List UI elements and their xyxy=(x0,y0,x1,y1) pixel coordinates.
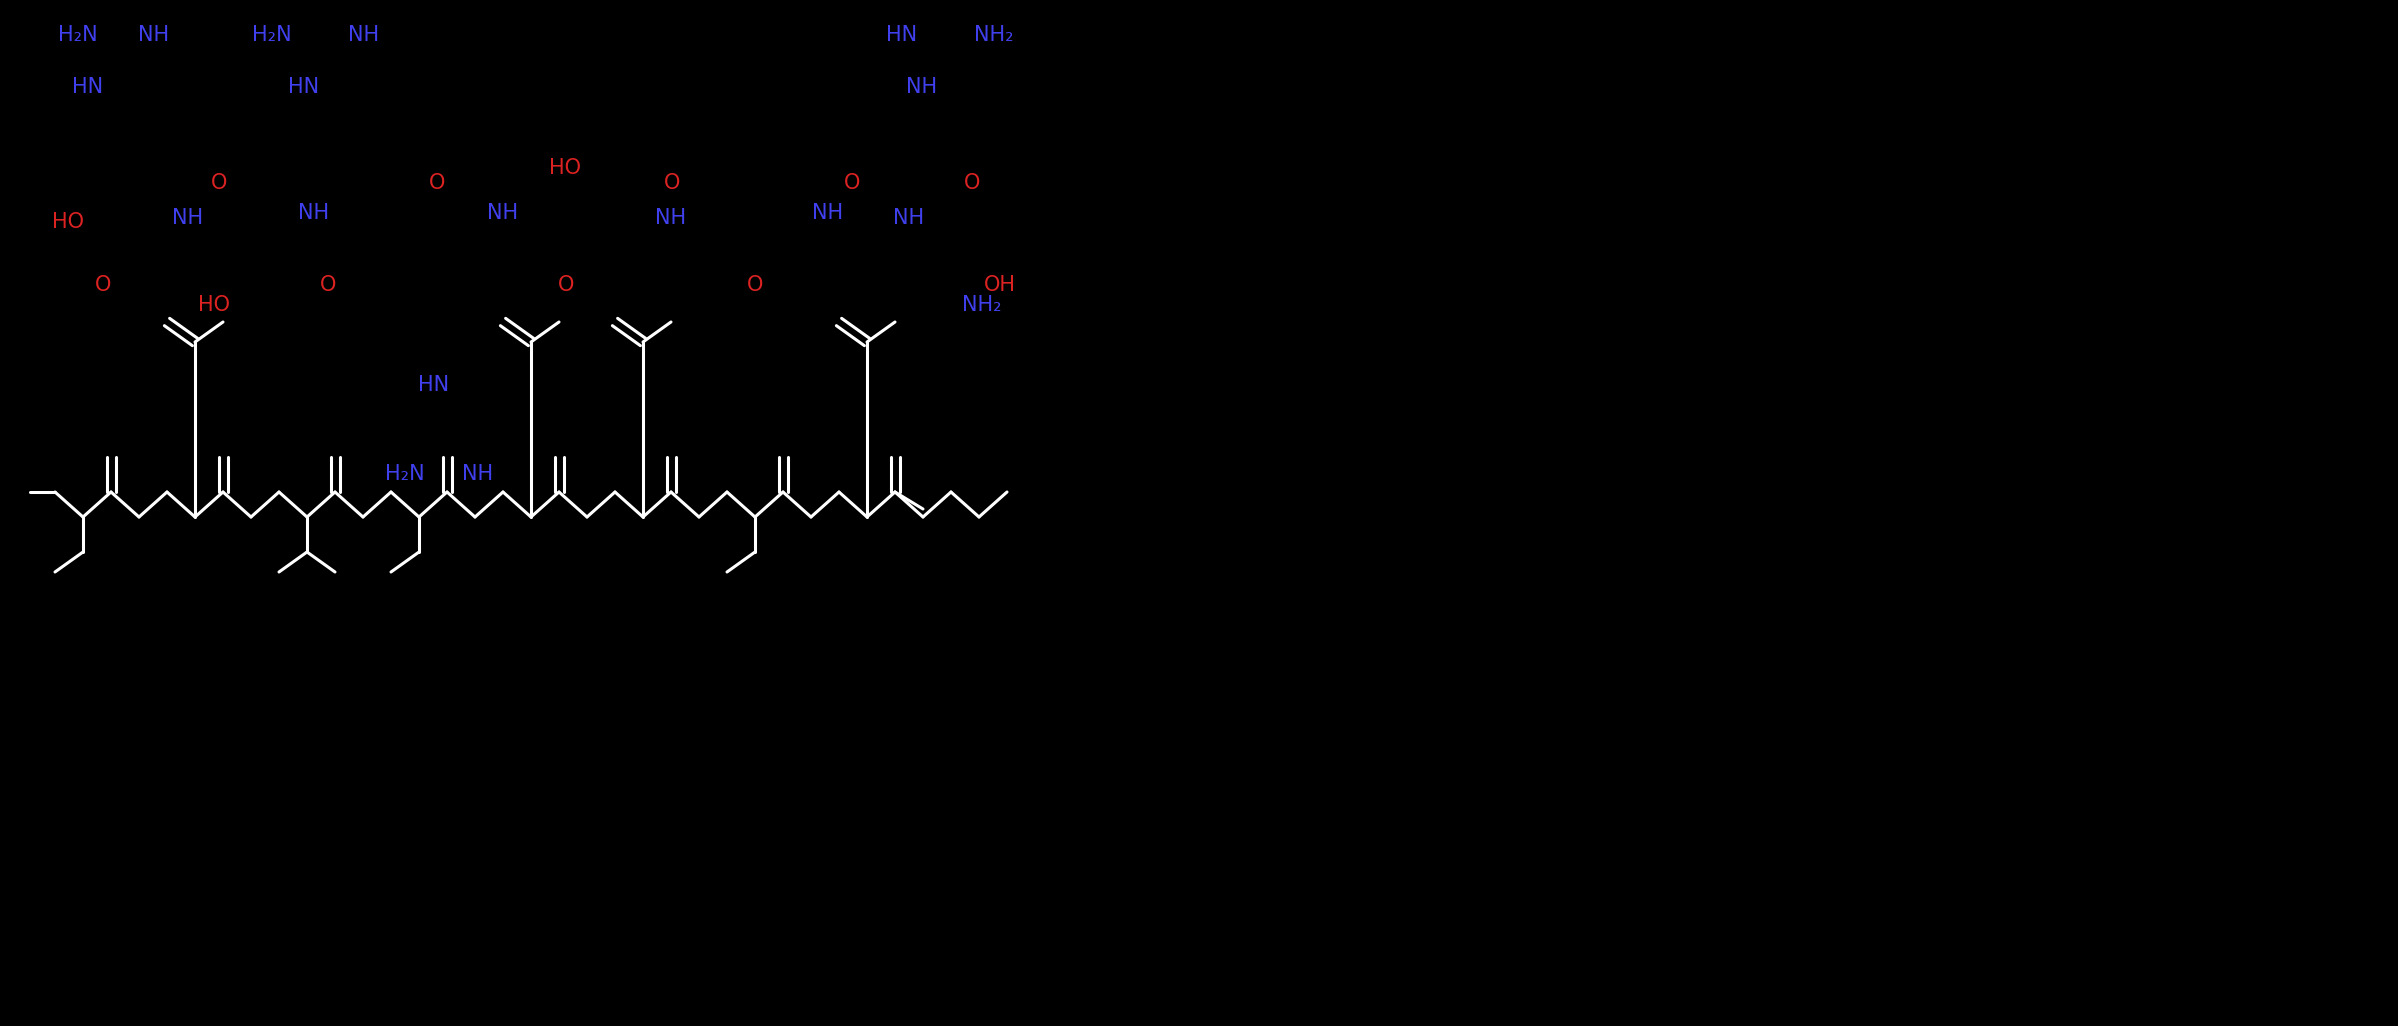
Text: H₂N: H₂N xyxy=(58,25,98,45)
Text: O: O xyxy=(429,173,446,193)
Text: O: O xyxy=(964,173,981,193)
Text: HN: HN xyxy=(288,77,319,97)
Text: HO: HO xyxy=(53,212,84,232)
Text: O: O xyxy=(664,173,681,193)
Text: HN: HN xyxy=(417,374,448,395)
Text: O: O xyxy=(559,275,573,295)
Text: H₂N: H₂N xyxy=(252,25,293,45)
Text: NH: NH xyxy=(487,203,518,223)
Text: O: O xyxy=(746,275,763,295)
Text: HO: HO xyxy=(199,295,230,315)
Text: NH: NH xyxy=(173,208,204,228)
Text: NH: NH xyxy=(463,464,494,484)
Text: NH: NH xyxy=(348,25,379,45)
Text: O: O xyxy=(211,173,228,193)
Text: NH: NH xyxy=(906,77,938,97)
Text: HN: HN xyxy=(72,77,103,97)
Text: NH₂: NH₂ xyxy=(962,295,1002,315)
Text: O: O xyxy=(319,275,336,295)
Text: NH: NH xyxy=(139,25,170,45)
Text: HN: HN xyxy=(885,25,916,45)
Text: NH: NH xyxy=(655,208,686,228)
Text: NH: NH xyxy=(813,203,844,223)
Text: O: O xyxy=(844,173,861,193)
Text: NH₂: NH₂ xyxy=(974,25,1014,45)
Text: OH: OH xyxy=(983,275,1017,295)
Text: O: O xyxy=(96,275,110,295)
Text: HO: HO xyxy=(549,158,580,177)
Text: NH: NH xyxy=(892,208,923,228)
Text: NH: NH xyxy=(297,203,329,223)
Text: H₂N: H₂N xyxy=(386,464,424,484)
